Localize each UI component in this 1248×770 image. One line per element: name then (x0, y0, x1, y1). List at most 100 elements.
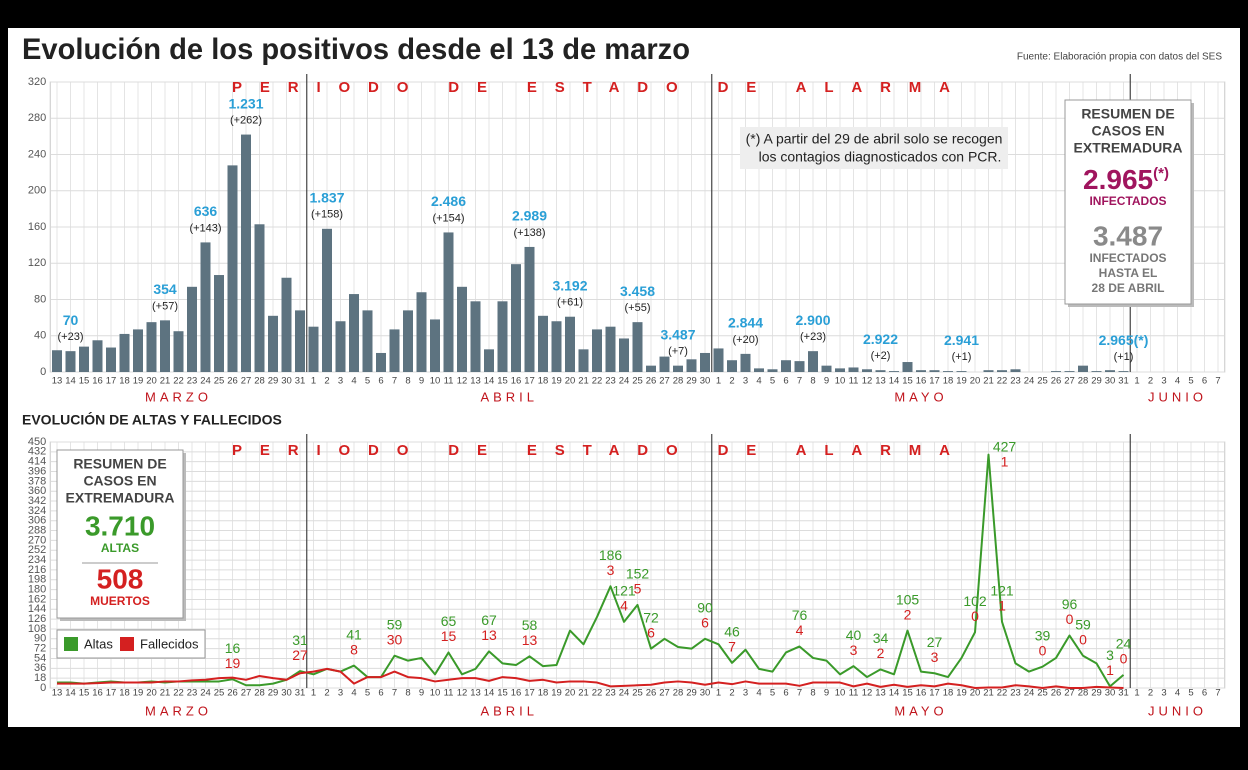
bar (349, 294, 359, 372)
note: (*) A partir del 29 de abril solo se rec… (746, 131, 1003, 147)
total-label: 2.900 (795, 312, 830, 328)
x-tick-label: 27 (1064, 688, 1075, 699)
x-tick-label: 14 (484, 376, 495, 387)
x-tick-label: 5 (770, 376, 775, 387)
data-label: 6 (647, 624, 655, 640)
data-label: 152 (626, 566, 650, 582)
total-label: 70 (63, 312, 79, 328)
x-tick-label: 20 (970, 688, 981, 699)
data-label: 31 (292, 632, 308, 648)
x-tick-label: 31 (1118, 376, 1129, 387)
data-label: 34 (873, 630, 889, 646)
total-label: 3.458 (620, 283, 655, 299)
data-label: 41 (346, 626, 362, 642)
y-tick-label: 342 (28, 495, 46, 507)
y-tick-label: 36 (34, 662, 46, 674)
total-label: 636 (194, 203, 218, 219)
x-tick-label: 11 (444, 688, 454, 699)
x-tick-label: 26 (646, 688, 657, 699)
y-tick-label: 252 (28, 544, 46, 556)
x-tick-label: 13 (52, 376, 63, 387)
y-tick-label: 144 (28, 603, 46, 615)
x-tick-label: 20 (146, 376, 157, 387)
x-tick-label: 22 (173, 376, 184, 387)
x-tick-label: 1 (716, 688, 721, 699)
x-tick-label: 25 (1037, 376, 1048, 387)
data-label: 102 (963, 593, 987, 609)
y-tick-label: 216 (28, 564, 46, 576)
x-tick-label: 4 (1175, 376, 1180, 387)
bar (227, 165, 238, 372)
legend-swatch (120, 637, 134, 651)
x-tick-label: 15 (79, 376, 90, 387)
x-tick-label: 29 (686, 376, 697, 387)
y-tick-label: 450 (28, 436, 46, 448)
y-tick-label: 180 (28, 584, 46, 596)
x-tick-label: 19 (956, 688, 967, 699)
data-label: 96 (1062, 596, 1078, 612)
data-label: 427 (993, 439, 1017, 455)
x-tick-label: 23 (605, 376, 616, 387)
x-tick-label: 28 (1078, 376, 1089, 387)
value-label: (+20) (733, 334, 759, 346)
bar (497, 301, 508, 372)
x-tick-label: 14 (65, 688, 76, 699)
bar (187, 286, 197, 372)
data-label: 46 (724, 624, 740, 640)
value-label: (+1) (1114, 351, 1134, 363)
summary-heading: EXTREMADURA (1074, 140, 1183, 156)
bar (1105, 370, 1115, 372)
data-label: 186 (599, 547, 623, 563)
x-tick-label: 3 (743, 376, 748, 387)
x-tick-label: 16 (916, 688, 927, 699)
x-tick-label: 30 (281, 688, 292, 699)
x-tick-label: 6 (378, 688, 383, 699)
bar (686, 359, 697, 372)
bar (214, 275, 224, 372)
y-tick-label: 108 (28, 623, 46, 635)
x-tick-label: 13 (470, 688, 481, 699)
line (57, 667, 1124, 689)
x-tick-label: 24 (1024, 376, 1035, 387)
value-label: (+2) (871, 350, 891, 362)
legend-swatch (64, 637, 78, 651)
x-tick-label: 7 (1215, 688, 1220, 699)
bar (457, 286, 467, 372)
bar (106, 347, 116, 372)
x-tick-label: 18 (538, 688, 549, 699)
bar (403, 310, 413, 372)
y-tick-label: 280 (28, 112, 46, 124)
bar (754, 368, 764, 372)
data-label: 0 (971, 608, 979, 624)
x-tick-label: 18 (943, 376, 954, 387)
x-tick-label: 11 (444, 376, 454, 387)
x-tick-label: 9 (824, 376, 829, 387)
x-tick-label: 18 (119, 376, 130, 387)
x-tick-label: 19 (551, 688, 562, 699)
total-label: 2.941 (944, 332, 979, 348)
bar (133, 329, 143, 372)
data-label: 13 (481, 627, 497, 643)
data-label: 13 (522, 632, 538, 648)
bar (295, 310, 305, 372)
total-label: 2.486 (431, 193, 466, 209)
x-tick-label: 11 (849, 376, 859, 387)
x-tick-label: 2 (324, 376, 329, 387)
data-label: 27 (927, 634, 943, 650)
y-tick-label: 432 (28, 446, 46, 458)
bar (835, 368, 845, 372)
x-tick-label: 4 (351, 376, 356, 387)
y-tick-label: 396 (28, 465, 46, 477)
x-tick-label: 28 (673, 376, 684, 387)
y-tick-label: 320 (28, 76, 46, 88)
x-tick-label: 10 (430, 376, 441, 387)
data-label: 0 (1120, 651, 1128, 667)
bar (794, 361, 805, 372)
y-tick-label: 90 (34, 633, 46, 645)
data-label: 39 (1035, 627, 1051, 643)
data-label: 121 (990, 583, 1014, 599)
bar (997, 370, 1007, 372)
bar (875, 370, 886, 372)
x-tick-label: 24 (200, 688, 211, 699)
